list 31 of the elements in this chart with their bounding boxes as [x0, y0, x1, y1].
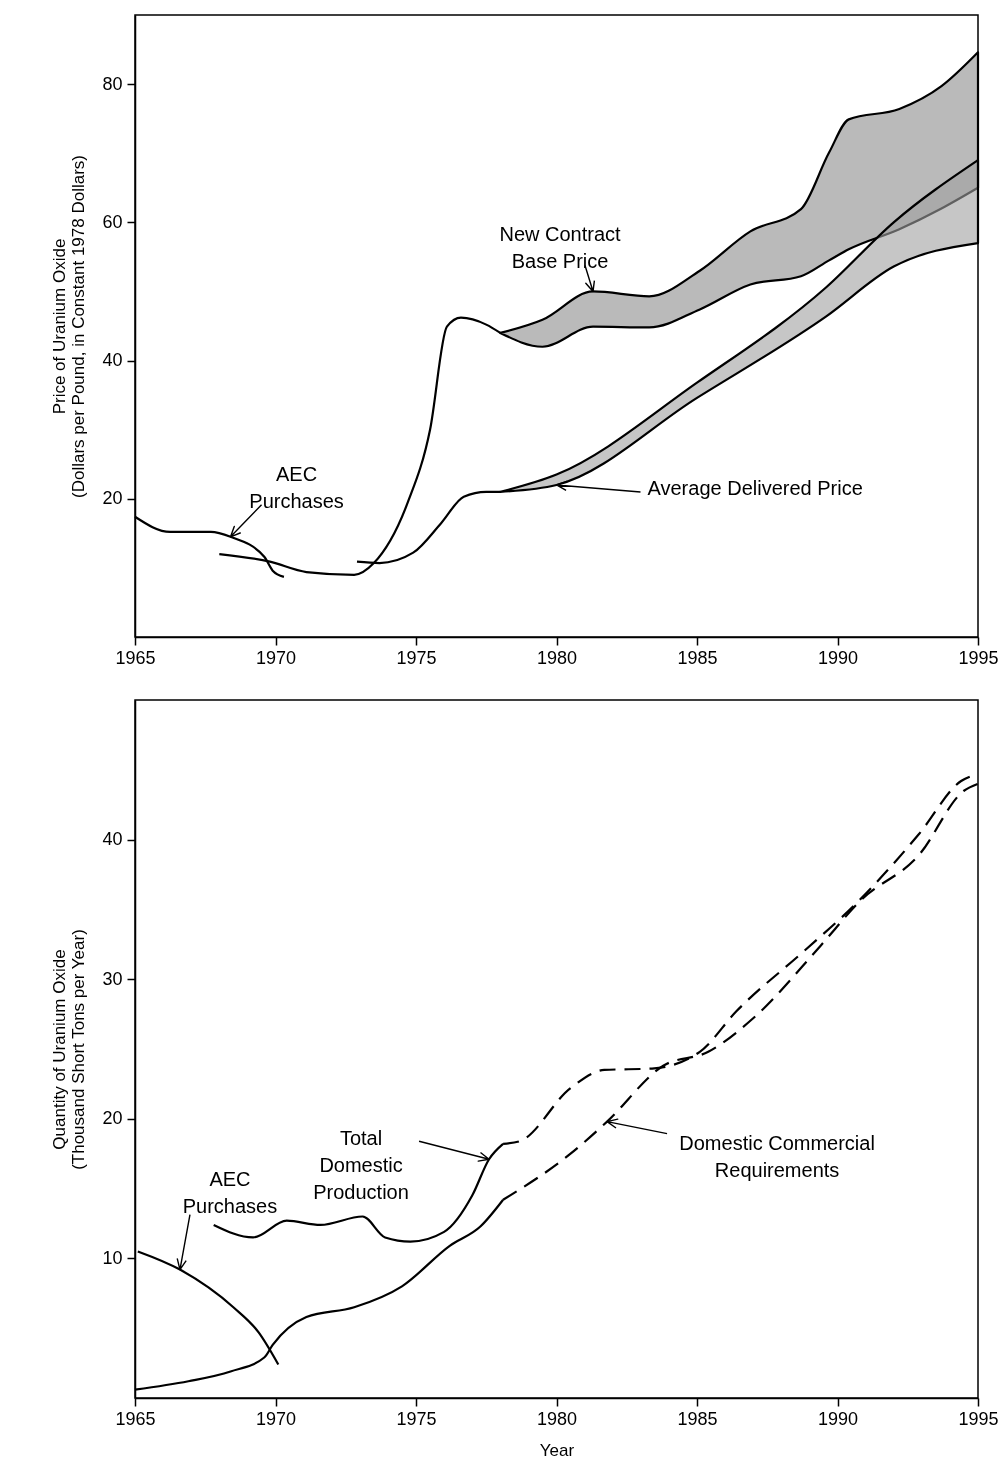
y-tick-label: 80 — [102, 73, 123, 94]
y-tick-label: 60 — [102, 211, 123, 232]
y-tick-label: 20 — [102, 1108, 123, 1129]
x-tick-label: 1975 — [396, 647, 437, 668]
x-tick-label: 1965 — [115, 647, 156, 668]
y-axis-title: Quantity of Uranium Oxide (Thousand Short Tons per Year) — [50, 929, 89, 1170]
x-tick-label: 1965 — [115, 1408, 156, 1429]
x-tick-label: 1970 — [255, 1408, 297, 1429]
text: Domestic Commercial Requirements — [679, 1131, 875, 1181]
x-tick-label: 1980 — [536, 647, 578, 668]
y-tick-label: 30 — [102, 968, 123, 989]
text: New Contract Base Price — [499, 223, 622, 273]
x-tick-label: 1980 — [536, 1408, 578, 1429]
x-axis-title: Year — [539, 1440, 575, 1460]
y-tick-label: 20 — [102, 488, 123, 509]
x-tick-label: 1985 — [677, 1408, 718, 1429]
legend-label: Total Domestic Production — [313, 1127, 409, 1204]
y-tick-label: 10 — [102, 1247, 123, 1268]
x-tick-label: 1990 — [817, 647, 859, 668]
y-tick-label: 40 — [102, 829, 123, 850]
x-tick-label: 1985 — [677, 647, 718, 668]
legend-label: Average Delivered Price — [647, 476, 863, 499]
y-axis-title: Price of Uranium Oxide (Dollars per Pound, in Constant 1978 Dollars) — [50, 154, 89, 499]
x-tick-label: 1975 — [396, 1408, 437, 1429]
text: AEC Purchases — [182, 1167, 278, 1217]
x-tick-label: 1990 — [817, 1408, 859, 1429]
x-tick-label: 1995 — [958, 1408, 999, 1429]
x-tick-label: 1995 — [958, 647, 999, 668]
y-tick-label: 40 — [102, 350, 123, 371]
x-tick-label: 1970 — [255, 647, 297, 668]
series-label: AEC Purchases — [249, 462, 344, 512]
